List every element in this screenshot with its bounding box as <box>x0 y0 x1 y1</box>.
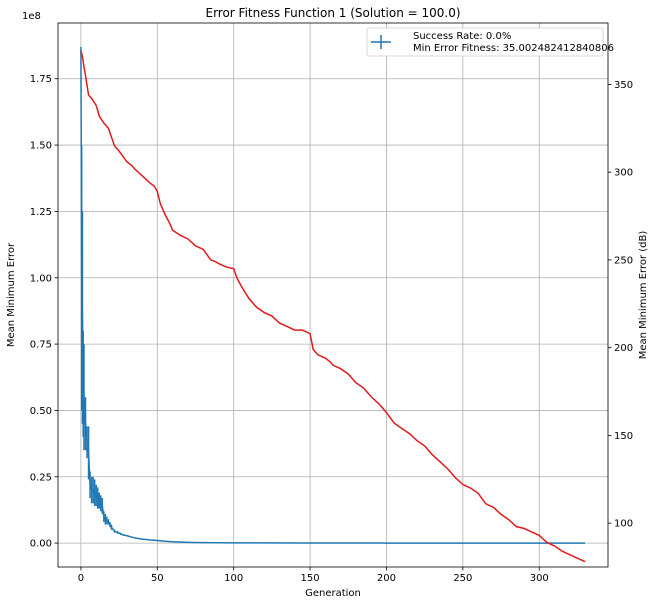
chart-title: Error Fitness Function 1 (Solution = 100… <box>205 6 460 20</box>
plot-frame <box>57 22 609 568</box>
y-right-tick-label: 300 <box>614 168 633 179</box>
y-right-tick-label: 100 <box>614 519 633 530</box>
legend-box <box>366 27 604 57</box>
grid <box>58 23 608 567</box>
y-left-exponent-label: 1e8 <box>22 11 41 22</box>
plot-background <box>58 23 608 567</box>
y-left-tick-label: 1.00 <box>30 273 52 284</box>
y-left-tick-label: 1.75 <box>30 74 52 85</box>
x-axis-title: Generation <box>305 588 361 599</box>
series-right-line <box>80 50 586 563</box>
series-left-errorbar <box>80 46 586 544</box>
series-line-mean-minimum-error <box>80 46 586 544</box>
y-left-axis-ticks: 0.00 0.25 0.50 0.75 1.00 1.25 1.50 1.75 <box>30 74 58 550</box>
x-tick-label: 100 <box>224 573 243 584</box>
x-axis-ticks: 0 50 100 150 200 250 300 <box>78 567 549 584</box>
y-left-tick-label: 1.25 <box>30 207 52 218</box>
x-tick-label: 150 <box>301 573 320 584</box>
y-left-tick-label: 0.00 <box>30 539 52 550</box>
x-tick-label: 250 <box>453 573 472 584</box>
legend-item-success-rate: Success Rate: 0.0% <box>413 31 511 42</box>
y-left-tick-label: 0.75 <box>30 340 52 351</box>
y-right-tick-label: 350 <box>614 80 633 91</box>
legend-item-min-error-fitness: Min Error Fitness: 35.002482412840806 <box>413 43 614 54</box>
y-right-axis-title: Mean Minimum Error (dB) <box>638 231 649 360</box>
y-left-tick-label: 0.25 <box>30 472 52 483</box>
y-right-tick-label: 250 <box>614 255 633 266</box>
y-left-axis-title: Mean Minimum Error <box>6 242 17 347</box>
x-tick-label: 0 <box>78 573 84 584</box>
y-left-tick-label: 1.50 <box>30 141 52 152</box>
legend: Success Rate: 0.0% Min Error Fitness: 35… <box>366 27 614 57</box>
x-tick-label: 300 <box>530 573 549 584</box>
y-right-axis-ticks: 100 150 200 250 300 350 <box>608 80 633 530</box>
y-right-tick-label: 150 <box>614 431 633 442</box>
series-line-mean-minimum-error-db <box>80 50 586 563</box>
x-tick-label: 200 <box>377 573 396 584</box>
y-left-tick-label: 0.50 <box>30 406 52 417</box>
x-tick-label: 50 <box>151 573 164 584</box>
y-right-tick-label: 200 <box>614 343 633 354</box>
